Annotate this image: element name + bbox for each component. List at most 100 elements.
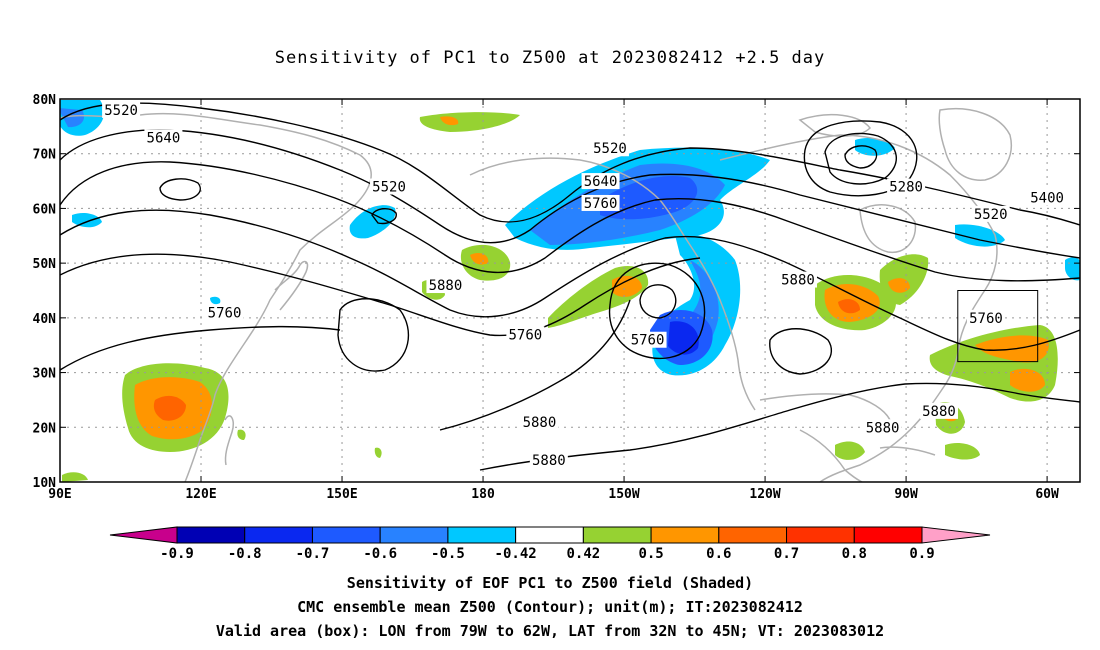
colorbar-bin — [650, 526, 720, 544]
contour-label: 5880 — [863, 419, 902, 436]
colorbar-label: 0.5 — [638, 546, 663, 562]
contour-labels: 5520 5640 5520 5760 5880 5760 5520 5640 5760 5760… — [102, 101, 1067, 469]
longitude-label: 150W — [608, 487, 639, 502]
colorbar-bin — [176, 526, 246, 544]
contour-closed-low — [159, 178, 201, 201]
coastline-caribbean — [879, 446, 936, 456]
latitude-label: 60N — [33, 202, 57, 217]
contour-line — [479, 382, 1080, 471]
latitude-label: 10N — [33, 476, 57, 491]
contour-label: 5760 — [205, 304, 244, 321]
latitude-labels: 80N 70N 60N 50N 40N 30N 20N 10N — [33, 93, 57, 491]
colorbar-bin — [515, 526, 584, 544]
colorbar-max-arrow — [921, 526, 991, 544]
contour-closed-low — [844, 145, 878, 169]
svg-text:5280: 5280 — [889, 180, 923, 196]
footer-line-2: CMC ensemble mean Z500 (Contour); unit(m… — [297, 598, 803, 616]
contour-label: 5400 — [1028, 189, 1067, 206]
colorbar-label: 0.42 — [567, 546, 601, 562]
contour-line — [439, 299, 631, 431]
longitude-label: 120W — [749, 487, 780, 502]
contour-label: 5760 — [506, 326, 545, 343]
negative-sensitivity-region — [60, 100, 1080, 376]
contour-label: 5640 — [581, 173, 620, 190]
contour-label: 5880 — [778, 271, 817, 289]
colorbar-label: 0.8 — [842, 546, 867, 562]
latitude-label: 20N — [33, 421, 57, 436]
contour-label: 5880 — [520, 413, 559, 431]
footer-line-1: Sensitivity of EOF PC1 to Z500 field (Sh… — [346, 574, 754, 592]
contour-line — [60, 161, 1080, 282]
svg-text:5640: 5640 — [147, 130, 181, 146]
coastline-hudson — [859, 204, 917, 254]
svg-text:5640: 5640 — [584, 174, 618, 190]
latitude-label: 80N — [33, 93, 57, 108]
footer-line-3: Valid area (box): LON from 79W to 62W, L… — [215, 622, 885, 640]
contour-closed-low — [608, 262, 706, 360]
positive-sensitivity-region — [62, 112, 1058, 482]
contour-label: 5640 — [144, 129, 183, 146]
longitude-label: 150E — [326, 487, 357, 502]
longitude-labels: 90E 120E 150E 180 150W 120W 90W 60W — [48, 487, 1059, 502]
colorbar-bin — [447, 526, 517, 544]
latitude-label: 30N — [33, 367, 57, 382]
colorbar-label: -0.9 — [160, 546, 194, 562]
contour-line — [60, 253, 701, 337]
svg-text:5760: 5760 — [584, 196, 618, 212]
sensitivity-shading — [60, 100, 1080, 482]
coastline-gulf — [759, 393, 891, 421]
contour-closed-high — [769, 328, 833, 375]
latitude-label: 70N — [33, 148, 57, 163]
contour-line — [60, 129, 1080, 259]
colorbar-labels: -0.9 -0.8 -0.7 -0.6 -0.5 -0.42 0.42 0.5 0.6 0.7 0.… — [160, 546, 935, 562]
svg-text:5880: 5880 — [781, 273, 815, 289]
colorbar-bin — [718, 526, 788, 544]
colorbar-label: -0.6 — [363, 546, 397, 562]
map-frame — [59, 98, 1081, 483]
colorbar-bin — [582, 526, 652, 544]
colorbar-label: 0.7 — [774, 546, 799, 562]
colorbar-label: 0.6 — [706, 546, 731, 562]
contour-label: 5880 — [919, 402, 958, 420]
contour-closed-low — [824, 132, 898, 185]
coastline-greenland — [938, 108, 1012, 181]
contour-label: 5760 — [581, 194, 620, 212]
contour-label: 5520 — [102, 101, 141, 119]
longitude-label: 60W — [1035, 487, 1059, 502]
svg-text:5880: 5880 — [523, 415, 557, 431]
coastline-central-america — [799, 429, 863, 482]
coastline-japan — [274, 260, 309, 311]
contour-label: 5520 — [370, 178, 409, 196]
colorbar-bin — [311, 526, 381, 544]
colorbar-bin — [853, 526, 923, 544]
svg-text:5520: 5520 — [974, 207, 1008, 223]
longitude-label: 180 — [471, 487, 495, 502]
svg-text:5880: 5880 — [866, 420, 900, 436]
contour-label: 5760 — [966, 309, 1005, 327]
coastline-eurasia — [60, 112, 372, 482]
contour-label: 5280 — [887, 178, 926, 196]
contour-label: 5760 — [628, 331, 667, 349]
svg-text:5400: 5400 — [1030, 190, 1064, 206]
longitude-label: 90E — [48, 487, 71, 502]
colorbar-bin — [244, 526, 313, 544]
valid-area-box — [957, 290, 1039, 363]
colorbar-label: -0.5 — [431, 546, 465, 562]
svg-text:5880: 5880 — [922, 404, 956, 420]
colorbar-label: 0.9 — [909, 546, 934, 562]
contour-closed-low — [803, 120, 918, 197]
colorbar-bin — [786, 526, 855, 544]
map-title: Sensitivity of PC1 to Z500 at 2023082412… — [274, 48, 826, 68]
svg-text:5760: 5760 — [508, 327, 542, 343]
coastline-arctic-islands — [798, 113, 871, 137]
contour-label: 5520 — [590, 140, 629, 157]
z500-contours — [60, 102, 1080, 471]
colorbar-label: -0.8 — [228, 546, 262, 562]
colorbar-bin — [379, 526, 449, 544]
svg-text:5520: 5520 — [593, 141, 627, 157]
svg-text:5760: 5760 — [969, 311, 1003, 327]
contour-closed-low — [639, 284, 677, 319]
contour-label: 5520 — [971, 205, 1010, 223]
contour-line — [60, 325, 341, 371]
